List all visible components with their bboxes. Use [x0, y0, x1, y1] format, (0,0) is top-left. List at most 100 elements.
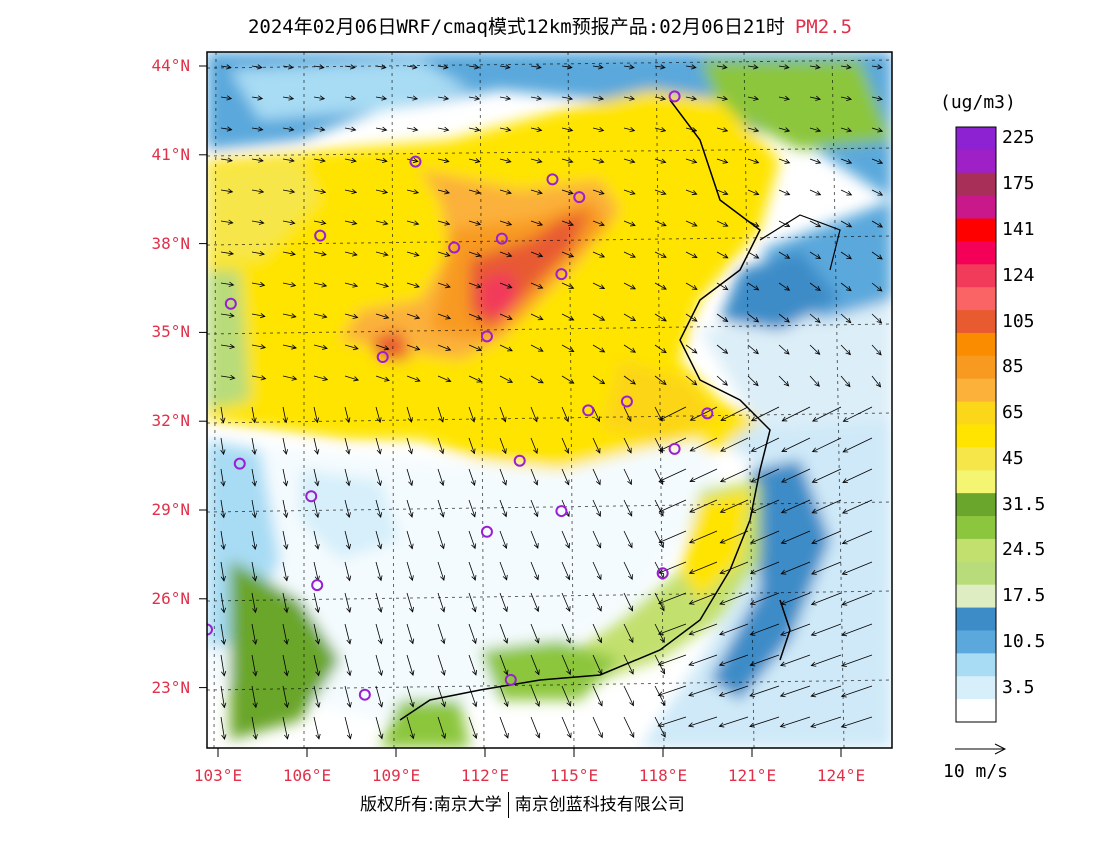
wind-vector-head [345, 417, 351, 424]
wind-vector-head [291, 375, 298, 381]
wind-vector [344, 530, 350, 549]
wind-vector [220, 158, 233, 162]
wind-vector-head [810, 631, 817, 637]
copyright-left: 版权所有:南京大学 [360, 795, 502, 815]
wind-vector [499, 344, 513, 352]
wind-vector-head [407, 417, 413, 423]
wind-vector-head [377, 670, 383, 677]
wind-vector [811, 592, 842, 605]
wind-vector-head [783, 64, 790, 70]
wind-vector [688, 654, 718, 666]
wind-vector [251, 716, 257, 740]
wind-vector [313, 716, 320, 739]
wind-vector [282, 96, 294, 100]
wind-vector [843, 406, 873, 422]
wind-vector-head [318, 64, 325, 70]
wind-vector [313, 530, 319, 550]
wind-vector [623, 716, 635, 738]
wind-vector [437, 282, 451, 288]
wind-vector [623, 251, 636, 258]
wind-vector-head [628, 637, 634, 644]
wind-vector [282, 251, 296, 255]
wind-vector [778, 158, 790, 164]
wind-vector-head [408, 606, 414, 613]
wind-vector [375, 220, 388, 225]
wind-vector-head [784, 253, 791, 259]
wind-vector [251, 96, 263, 100]
wind-vector [313, 623, 319, 644]
wind-vector [530, 499, 538, 517]
wind-vector-head [687, 722, 694, 728]
wind-vector-head [753, 222, 760, 227]
wind-vector-head [444, 189, 450, 195]
wind-vector [313, 158, 326, 162]
wind-vector-head [564, 416, 569, 423]
wind-vector-head [628, 605, 634, 612]
wind-vector-head [568, 252, 575, 258]
wind-vector-head [811, 508, 818, 514]
wind-vector-head [220, 480, 226, 487]
wind-vector-head [284, 734, 290, 740]
wind-vector [251, 623, 257, 645]
wind-vector [468, 561, 476, 581]
wind-vector-head [815, 222, 822, 228]
wind-vector-head [876, 349, 882, 356]
wind-vector-head [598, 189, 605, 195]
wind-vector-head [407, 448, 414, 455]
wind-vector [747, 65, 758, 68]
wind-vector-head [257, 126, 264, 132]
wind-vector [406, 530, 413, 549]
wind-vector [282, 406, 287, 423]
wind-vector [812, 499, 842, 514]
wind-vector-head [346, 638, 352, 645]
wind-vector [530, 654, 540, 675]
wind-vector [344, 282, 358, 287]
wind-vector-head [409, 670, 415, 677]
wind-vector [375, 251, 388, 256]
colorbar-label: 124 [1002, 264, 1035, 286]
wind-vector [654, 220, 667, 227]
colorbar-segment [956, 127, 996, 151]
wind-vector [719, 592, 749, 605]
wind-vector [561, 685, 571, 707]
wind-vector [220, 561, 225, 581]
wind-vector [780, 654, 811, 666]
colorbar-segment [956, 332, 996, 357]
wind-vector [842, 499, 873, 514]
wind-vector-head [533, 543, 539, 549]
wind-vector [437, 654, 445, 676]
wind-vector [375, 499, 382, 518]
station-marker [656, 567, 669, 580]
station-marker [358, 688, 371, 701]
wind-vector-head [568, 221, 574, 227]
colorbar-segment [956, 218, 996, 242]
station-marker [582, 404, 595, 417]
wind-vector-head [377, 575, 383, 582]
wind-vector-head [688, 538, 695, 544]
wind-vector [561, 623, 571, 643]
wind-vector [468, 251, 481, 257]
wind-vector-head [251, 480, 257, 487]
wind-vector [592, 499, 601, 517]
wind-vector [623, 437, 632, 453]
wind-vector [251, 530, 256, 550]
wind-vector [406, 344, 420, 350]
lat-label: 23°N [151, 677, 190, 697]
wind-vector-head [877, 127, 884, 133]
wind-vector [375, 344, 389, 350]
wind-vector-head [846, 127, 853, 133]
wind-vector-head [630, 347, 637, 353]
wind-vector [716, 189, 728, 195]
wind-vector [811, 685, 842, 697]
wind-vector-head [502, 479, 507, 486]
wind-vector [530, 344, 544, 352]
lon-label: 124°E [816, 766, 866, 785]
wind-vector [592, 530, 601, 548]
wind-vector-head [845, 349, 851, 356]
wind-vector [530, 623, 539, 644]
wind-vector [750, 561, 780, 574]
station-marker [620, 395, 633, 408]
wind-vector [375, 127, 387, 131]
colorbar-segment [956, 699, 996, 723]
wind-vector-head [505, 158, 512, 164]
